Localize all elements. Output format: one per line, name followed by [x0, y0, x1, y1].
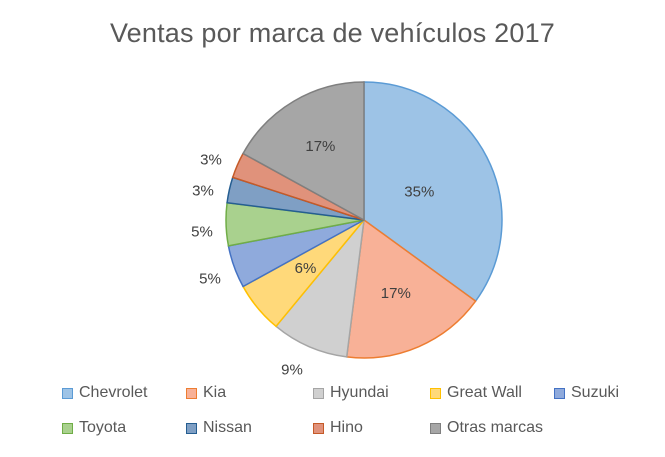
legend-label: Nissan [203, 419, 252, 436]
legend-label: Chevrolet [79, 384, 148, 401]
legend-label: Hyundai [330, 384, 389, 401]
legend-swatch [313, 422, 324, 434]
legend-swatch [313, 387, 324, 399]
legend-label: Great Wall [447, 384, 522, 401]
legend-item-nissan: Nissan [186, 419, 252, 437]
chart-legend: Chevrolet Kia Hyundai Great Wall Suzuki Toyot… [0, 384, 665, 454]
data-label-toyota: 5% [191, 224, 213, 241]
data-label-kia: 17% [381, 285, 411, 302]
legend-item-kia: Kia [186, 384, 226, 402]
legend-item-hyundai: Hyundai [313, 384, 389, 402]
legend-item-chevrolet: Chevrolet [62, 384, 147, 402]
legend-item-toyota: Toyota [62, 419, 126, 437]
legend-swatch [186, 422, 197, 434]
pie-slice-otras-marcas [242, 81, 365, 222]
legend-label: Otras marcas [447, 419, 544, 436]
legend-swatch [554, 387, 565, 399]
pie-slice-kia [345, 218, 477, 359]
legend-label: Kia [203, 384, 227, 401]
pie-slice-chevrolet [363, 81, 503, 303]
data-label-suzuki: 5% [199, 271, 221, 288]
legend-swatch [62, 422, 73, 434]
legend-item-hino: Hino [313, 419, 363, 437]
data-label-otras-marcas: 17% [305, 138, 335, 155]
legend-item-suzuki: Suzuki [554, 384, 619, 402]
chart-title: Ventas por marca de vehículos 2017 [109, 18, 556, 48]
legend-label: Toyota [79, 419, 127, 436]
legend-item-great-wall: Great Wall [430, 384, 522, 402]
data-label-hino: 3% [200, 152, 222, 169]
data-label-nissan: 3% [192, 183, 214, 200]
data-label-great-wall: 6% [295, 260, 317, 277]
legend-item-otras-marcas: Otras marcas [430, 419, 543, 437]
legend-swatch [430, 387, 441, 399]
data-label-hyundai: 9% [281, 362, 303, 379]
legend-swatch [62, 387, 73, 399]
legend-label: Hino [330, 419, 363, 436]
legend-swatch [430, 422, 441, 434]
data-label-chevrolet: 35% [404, 183, 434, 200]
legend-swatch [186, 387, 197, 399]
legend-label: Suzuki [571, 384, 620, 401]
